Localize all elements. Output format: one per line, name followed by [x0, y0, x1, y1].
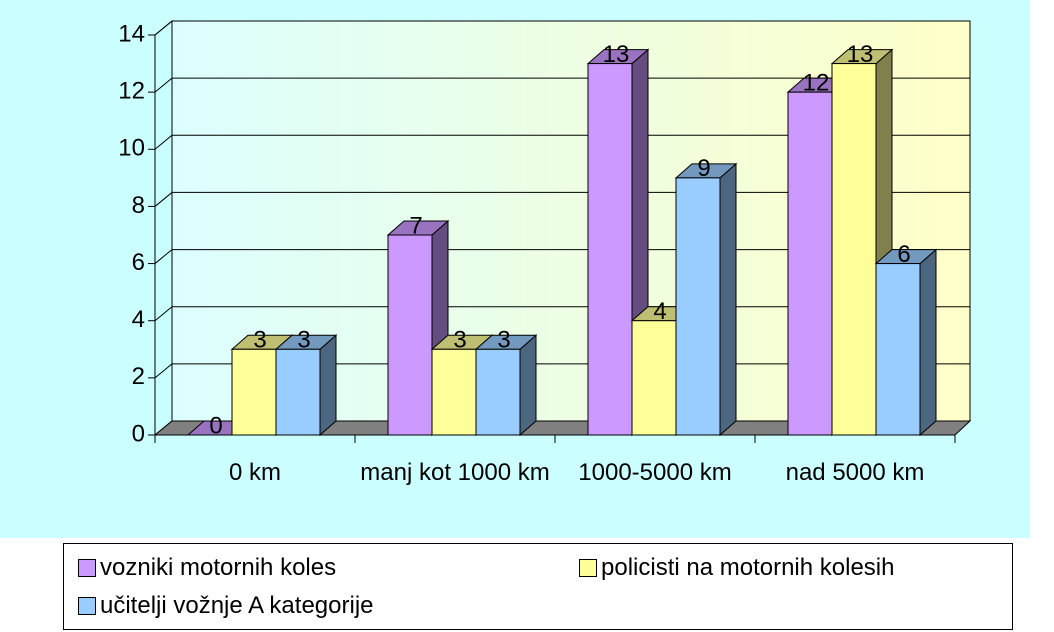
- data-label: 3: [453, 327, 466, 354]
- bar-front: [875, 263, 921, 436]
- data-label: 4: [653, 298, 666, 325]
- data-label: 13: [603, 41, 630, 68]
- y-tick-label: 2: [132, 363, 145, 390]
- bar-front: [475, 348, 521, 436]
- legend-item: učitelji vožnje A kategorije: [78, 592, 374, 620]
- bar-side: [719, 162, 737, 437]
- x-tick-label-box: manj kot 1000 km: [360, 459, 550, 486]
- x-tick-label: manj kot 1000 km: [360, 459, 550, 486]
- x-tick-label: 0 km: [228, 459, 281, 486]
- bar-front: [831, 63, 877, 436]
- bar: [386, 219, 450, 437]
- data-label: 3: [253, 327, 266, 354]
- x-tick-label: nad 5000 km: [785, 459, 925, 486]
- data-label: 12: [803, 69, 830, 96]
- x-tick-label-box: 0 km: [228, 459, 281, 486]
- bar: [674, 162, 738, 437]
- data-label: 7: [409, 212, 422, 239]
- legend-swatch: [78, 597, 96, 615]
- legend-label: učitelji vožnje A kategorije: [100, 592, 374, 619]
- grid-line: [154, 134, 970, 150]
- data-label: 6: [897, 241, 910, 268]
- y-tick-label: 12: [118, 77, 145, 104]
- bar-front: [675, 177, 721, 436]
- y-tick-label: 4: [132, 306, 145, 333]
- bar-front: [231, 348, 277, 436]
- bar-side: [919, 248, 937, 437]
- grid-line: [154, 20, 970, 36]
- bar-front: [431, 348, 477, 436]
- legend-item: policisti na motornih kolesih: [579, 554, 894, 582]
- y-tick-label: 10: [118, 135, 145, 162]
- bar: [874, 248, 938, 437]
- bar-side: [319, 334, 337, 437]
- bar-front: [387, 234, 433, 436]
- x-tick-label: 1000-5000 km: [578, 459, 732, 486]
- bar: [274, 334, 338, 437]
- data-label: 13: [847, 41, 874, 68]
- y-tick-label: 0: [132, 420, 145, 447]
- grid-line: [154, 77, 970, 93]
- legend-label: policisti na motornih kolesih: [601, 554, 895, 581]
- data-label: 3: [497, 327, 510, 354]
- y-tick-label: 8: [132, 192, 145, 219]
- bar-side: [519, 334, 537, 437]
- x-tick-label-box: 1000-5000 km: [578, 459, 732, 486]
- legend-swatch: [78, 559, 96, 577]
- data-label: 0: [209, 412, 222, 439]
- data-label: 3: [297, 327, 310, 354]
- legend-item: vozniki motornih koles: [78, 554, 336, 582]
- bar-front: [631, 320, 677, 436]
- bar-front: [275, 348, 321, 436]
- y-tick-label: 6: [132, 249, 145, 276]
- y-tick-label: 14: [118, 20, 145, 47]
- bar: [474, 334, 538, 437]
- legend: vozniki motornih koles policisti na motor…: [63, 543, 1013, 630]
- x-tick-label-box: nad 5000 km: [785, 459, 925, 486]
- legend-label: vozniki motornih koles: [100, 554, 337, 581]
- side-wall: [154, 19, 173, 437]
- legend-swatch: [579, 559, 597, 577]
- bar-front: [587, 63, 633, 436]
- data-label: 9: [697, 155, 710, 182]
- bar-front: [787, 91, 833, 436]
